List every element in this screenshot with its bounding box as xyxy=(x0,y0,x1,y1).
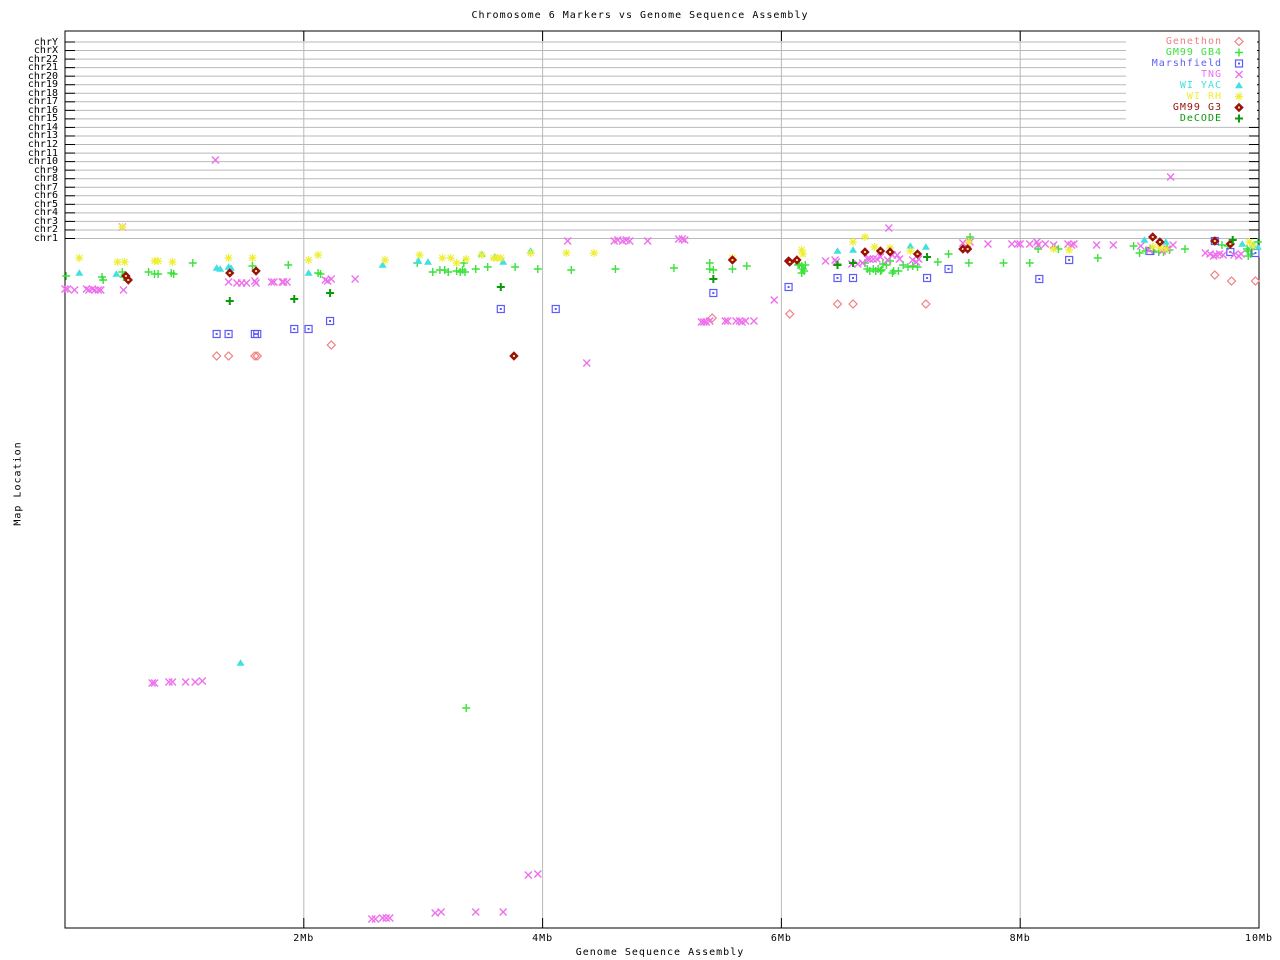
legend-label: GM99 GB4 xyxy=(1165,47,1222,58)
y-tick-chr19: chr19 xyxy=(27,79,58,91)
legend-item-gm99-g3: GM99 G3 xyxy=(1128,102,1252,113)
y-tick-chr3: chr3 xyxy=(33,215,58,227)
y-tick-chr18: chr18 xyxy=(27,87,58,99)
plus-legend-icon xyxy=(1235,48,1243,57)
x-axis-label: Genome Sequence Assembly xyxy=(575,947,745,958)
y-tick-chr12: chr12 xyxy=(27,139,58,151)
y-tick-chr11: chr11 xyxy=(27,147,58,159)
legend-item-wi-rh: WI RH xyxy=(1128,91,1252,102)
legend-item-wi-yac: WI YAC xyxy=(1128,80,1252,91)
diamond-dot-legend-icon xyxy=(1234,102,1244,113)
y-tick-chr22: chr22 xyxy=(27,53,58,65)
diamond-open-legend-icon xyxy=(1234,36,1244,47)
legend-label: WI RH xyxy=(1186,91,1222,102)
y-tick-chr6: chr6 xyxy=(33,190,58,202)
x-tick-10Mb: 10Mb xyxy=(1244,933,1274,944)
legend-label: DeCODE xyxy=(1179,113,1222,124)
legend: Genethon GM99 GB4 Marshfield TNG WI YAC WI RH… xyxy=(1128,35,1252,125)
legend-label: Genethon xyxy=(1165,36,1222,47)
legend-item-gm99-gb4: GM99 GB4 xyxy=(1128,47,1252,58)
y-tick-chr7: chr7 xyxy=(33,181,58,193)
y-tick-chr4: chr4 xyxy=(33,207,58,219)
y-tick-chr5: chr5 xyxy=(33,198,58,210)
y-tick-chr15: chr15 xyxy=(27,113,58,125)
legend-label: GM99 G3 xyxy=(1172,102,1222,113)
chart-title: Chromosome 6 Markers vs Genome Sequence … xyxy=(471,10,809,21)
legend-item-decode: DeCODE xyxy=(1128,113,1252,124)
y-tick-chr16: chr16 xyxy=(27,104,58,116)
legend-label: WI YAC xyxy=(1179,80,1222,91)
y-tick-chr13: chr13 xyxy=(27,130,58,142)
cross-legend-icon xyxy=(1235,70,1243,79)
legend-label: TNG xyxy=(1200,69,1222,80)
asterisk-legend-icon xyxy=(1235,92,1243,101)
y-tick-chr20: chr20 xyxy=(27,70,58,82)
plus-bold-legend-icon xyxy=(1235,114,1243,123)
x-tick-8Mb: 8Mb xyxy=(1009,933,1031,944)
y-tick-chr21: chr21 xyxy=(27,62,58,74)
x-tick-6Mb: 6Mb xyxy=(770,933,792,944)
y-tick-chr9: chr9 xyxy=(33,164,58,176)
legend-item-genethon: Genethon xyxy=(1128,36,1252,47)
legend-label: Marshfield xyxy=(1151,58,1222,69)
y-tick-chrX: chrX xyxy=(33,45,58,57)
y-tick-chr10: chr10 xyxy=(27,156,58,168)
y-tick-chr2: chr2 xyxy=(33,224,58,236)
y-tick-chr14: chr14 xyxy=(27,121,58,133)
y-tick-chr17: chr17 xyxy=(27,96,58,108)
x-tick-4Mb: 4Mb xyxy=(532,933,554,944)
y-tick-chr1: chr1 xyxy=(33,233,58,244)
legend-item-tng: TNG xyxy=(1128,69,1252,80)
x-tick-2Mb: 2Mb xyxy=(293,933,315,944)
legend-item-marshfield: Marshfield xyxy=(1128,58,1252,69)
triangle-legend-icon xyxy=(1235,81,1243,89)
square-dot-legend-icon xyxy=(1234,59,1244,68)
y-tick-chr8: chr8 xyxy=(33,173,58,185)
y-tick-chrY: chrY xyxy=(33,36,58,48)
